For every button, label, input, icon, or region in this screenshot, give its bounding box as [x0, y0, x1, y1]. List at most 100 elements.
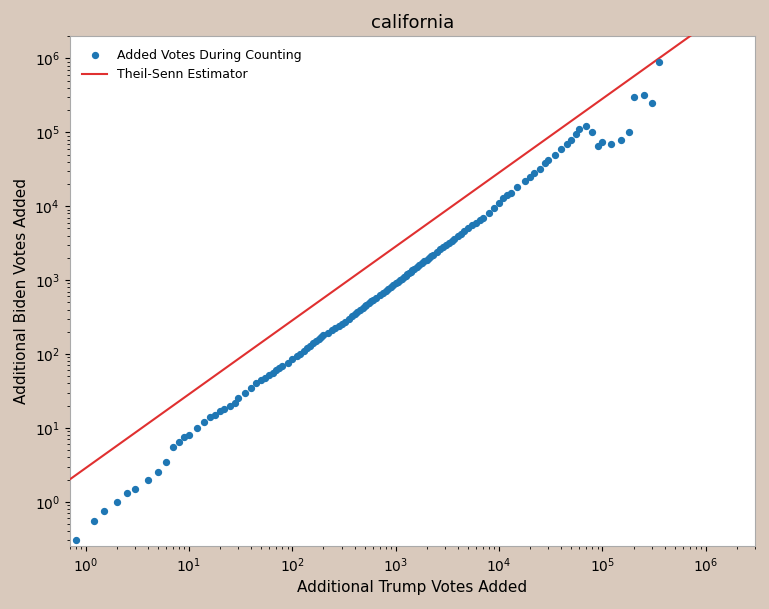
Added Votes During Counting: [354, 305, 366, 315]
Added Votes During Counting: [391, 277, 404, 287]
Added Votes During Counting: [586, 127, 598, 137]
Added Votes During Counting: [400, 271, 412, 281]
Added Votes During Counting: [191, 423, 203, 433]
Added Votes During Counting: [342, 314, 355, 323]
Added Votes During Counting: [623, 127, 635, 137]
Added Votes During Counting: [461, 224, 474, 233]
Added Votes During Counting: [411, 262, 423, 272]
Added Votes During Counting: [312, 334, 325, 343]
Added Votes During Counting: [224, 401, 236, 410]
Added Votes During Counting: [498, 193, 510, 203]
Added Votes During Counting: [346, 311, 358, 320]
Added Votes During Counting: [370, 293, 382, 303]
Added Votes During Counting: [308, 339, 320, 348]
Added Votes During Counting: [390, 278, 402, 288]
Added Votes During Counting: [396, 273, 408, 283]
Added Votes During Counting: [348, 309, 361, 319]
Added Votes During Counting: [434, 245, 447, 255]
Added Votes During Counting: [441, 240, 453, 250]
Added Votes During Counting: [561, 139, 573, 149]
Added Votes During Counting: [141, 474, 154, 484]
Added Votes During Counting: [295, 349, 307, 359]
Added Votes During Counting: [423, 253, 435, 262]
Added Votes During Counting: [574, 124, 586, 134]
Added Votes During Counting: [488, 203, 501, 213]
Added Votes During Counting: [255, 375, 268, 384]
Added Votes During Counting: [438, 242, 450, 252]
Added Votes During Counting: [569, 129, 581, 139]
Added Votes During Counting: [218, 404, 231, 414]
Added Votes During Counting: [581, 122, 593, 132]
Added Votes During Counting: [628, 92, 640, 102]
Added Votes During Counting: [239, 388, 251, 398]
Added Votes During Counting: [245, 383, 258, 393]
Added Votes During Counting: [259, 373, 271, 382]
Added Votes During Counting: [394, 275, 406, 285]
Added Votes During Counting: [384, 283, 397, 292]
Added Votes During Counting: [151, 468, 164, 477]
Added Votes During Counting: [534, 164, 546, 174]
Added Votes During Counting: [273, 363, 285, 373]
Added Votes During Counting: [318, 330, 330, 340]
Added Votes During Counting: [69, 535, 82, 545]
Added Votes During Counting: [408, 264, 420, 274]
Added Votes During Counting: [555, 144, 568, 153]
Added Votes During Counting: [466, 220, 478, 230]
Added Votes During Counting: [524, 172, 536, 181]
Added Votes During Counting: [483, 208, 495, 218]
Legend: Added Votes During Counting, Theil-Senn Estimator: Added Votes During Counting, Theil-Senn …: [76, 43, 308, 87]
Added Votes During Counting: [263, 370, 275, 380]
Added Votes During Counting: [178, 432, 191, 442]
Added Votes During Counting: [528, 168, 541, 178]
Added Votes During Counting: [431, 247, 443, 257]
Added Votes During Counting: [591, 141, 604, 151]
Added Votes During Counting: [403, 268, 415, 278]
Added Votes During Counting: [374, 290, 386, 300]
Added Votes During Counting: [298, 346, 310, 356]
Added Votes During Counting: [358, 301, 371, 311]
Y-axis label: Additional Biden Votes Added: Additional Biden Votes Added: [14, 178, 29, 404]
Added Votes During Counting: [501, 191, 514, 200]
Added Votes During Counting: [335, 319, 348, 329]
Added Votes During Counting: [418, 256, 431, 266]
Added Votes During Counting: [121, 488, 133, 498]
Added Votes During Counting: [455, 229, 468, 239]
Added Votes During Counting: [425, 252, 438, 261]
Added Votes During Counting: [88, 516, 100, 526]
Added Votes During Counting: [549, 150, 561, 160]
Added Votes During Counting: [470, 218, 482, 228]
Added Votes During Counting: [458, 227, 471, 236]
Added Votes During Counting: [596, 136, 608, 146]
Added Votes During Counting: [98, 506, 110, 516]
Added Votes During Counting: [377, 289, 389, 298]
Added Votes During Counting: [301, 343, 314, 353]
Added Votes During Counting: [310, 336, 322, 346]
Added Votes During Counting: [477, 213, 489, 222]
Added Votes During Counting: [160, 457, 172, 466]
Added Votes During Counting: [198, 417, 210, 427]
Added Votes During Counting: [398, 272, 410, 282]
Added Votes During Counting: [267, 368, 279, 378]
Added Votes During Counting: [401, 269, 414, 279]
Added Votes During Counting: [321, 328, 334, 337]
Added Votes During Counting: [332, 321, 345, 331]
Added Votes During Counting: [653, 57, 665, 67]
Added Votes During Counting: [382, 284, 394, 294]
Added Votes During Counting: [128, 484, 141, 494]
Added Votes During Counting: [646, 98, 658, 108]
Added Votes During Counting: [539, 158, 551, 168]
Added Votes During Counting: [329, 323, 341, 333]
Added Votes During Counting: [443, 238, 455, 248]
Added Votes During Counting: [413, 260, 425, 270]
Added Votes During Counting: [351, 307, 363, 317]
Added Votes During Counting: [214, 406, 226, 416]
Added Votes During Counting: [229, 398, 241, 407]
X-axis label: Additional Trump Votes Added: Additional Trump Votes Added: [298, 580, 528, 595]
Added Votes During Counting: [276, 362, 288, 371]
Added Votes During Counting: [360, 300, 372, 310]
Added Votes During Counting: [209, 410, 221, 420]
Added Votes During Counting: [427, 250, 439, 259]
Added Votes During Counting: [614, 135, 627, 144]
Added Votes During Counting: [173, 437, 185, 446]
Added Votes During Counting: [379, 286, 391, 296]
